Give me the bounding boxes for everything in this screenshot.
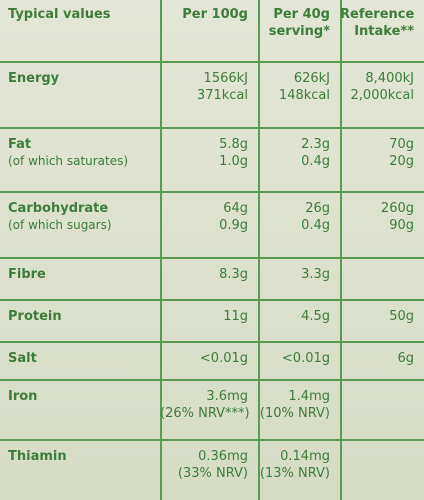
value-cell: 626kJ 148kcal [258, 70, 340, 104]
header-text: Reference [340, 7, 415, 22]
value-cell: 2.3g 0.4g [258, 136, 340, 170]
value-text: 0.4g [301, 154, 330, 169]
row-label: Carbohydrate (of which sugars) [0, 200, 160, 234]
value-cell: <0.01g [160, 350, 258, 367]
header-cell: Reference Intake** [340, 6, 424, 40]
value-cell: 0.14mg (13% NRV) [258, 448, 340, 482]
value-cell: 8.3g [160, 266, 258, 283]
value-text: (10% NRV) [259, 406, 330, 421]
header-text: serving* [268, 24, 330, 39]
value-text: 4.5g [301, 309, 330, 324]
nutrient-name: Fat [8, 137, 32, 152]
value-text: 1.0g [219, 154, 248, 169]
value-text: 2,000kcal [350, 88, 414, 103]
nutrient-name: Carbohydrate [8, 201, 109, 216]
row-divider [0, 61, 424, 63]
header-text: Typical values [8, 7, 111, 22]
value-text: 26g [305, 201, 330, 216]
value-cell: 70g 20g [340, 136, 424, 170]
value-text: (26% NRV***) [160, 406, 250, 421]
value-text: <0.01g [199, 351, 248, 366]
nutrient-subname: (of which saturates) [8, 154, 129, 168]
column-divider [340, 0, 342, 500]
value-text: 8.3g [219, 267, 248, 282]
row-divider [0, 379, 424, 381]
value-cell: 260g 90g [340, 200, 424, 234]
row-divider [0, 191, 424, 193]
row-divider [0, 341, 424, 343]
value-text: 8,400kJ [365, 71, 414, 86]
nutrient-subname: (of which sugars) [8, 218, 112, 232]
nutrient-name: Energy [8, 71, 60, 86]
value-text: 5.8g [219, 137, 248, 152]
nutrient-name: Fibre [8, 267, 46, 282]
nutrient-name: Salt [8, 351, 37, 366]
value-text: 0.36mg [198, 449, 248, 464]
row-divider [0, 299, 424, 301]
value-text: 20g [389, 154, 414, 169]
value-cell: 1.4mg (10% NRV) [258, 388, 340, 422]
value-cell: 50g [340, 308, 424, 325]
row-label: Iron [0, 388, 160, 405]
column-divider [258, 0, 260, 500]
row-label: Salt [0, 350, 160, 367]
header-text: Per 100g [182, 7, 248, 22]
value-text: 64g [223, 201, 248, 216]
header-cell: Per 100g [160, 6, 258, 23]
value-text: 3.3g [301, 267, 330, 282]
value-text: 2.3g [301, 137, 330, 152]
value-text: 371kcal [196, 88, 248, 103]
value-cell: 3.6mg (26% NRV***) [160, 388, 258, 422]
row-divider [0, 439, 424, 441]
value-cell: 4.5g [258, 308, 340, 325]
nutrient-name: Thiamin [8, 449, 67, 464]
column-divider [160, 0, 162, 500]
row-divider [0, 257, 424, 259]
value-cell: <0.01g [258, 350, 340, 367]
header-text: Intake** [354, 24, 414, 39]
value-text: 50g [389, 309, 414, 324]
row-label: Fibre [0, 266, 160, 283]
value-text: (13% NRV) [259, 466, 330, 481]
value-text: 3.6mg [206, 389, 248, 404]
header-cell: Typical values [0, 6, 160, 23]
nutrient-name: Protein [8, 309, 62, 324]
value-text: 0.4g [301, 218, 330, 233]
value-text: 0.9g [219, 218, 248, 233]
value-cell: 64g 0.9g [160, 200, 258, 234]
row-label: Protein [0, 308, 160, 325]
value-text: 1566kJ [203, 71, 248, 86]
value-text: <0.01g [281, 351, 330, 366]
value-text: 1.4mg [288, 389, 330, 404]
value-cell: 5.8g 1.0g [160, 136, 258, 170]
row-label: Energy [0, 70, 160, 87]
value-cell: 26g 0.4g [258, 200, 340, 234]
row-divider [0, 127, 424, 129]
row-label: Thiamin [0, 448, 160, 465]
value-text: 260g [380, 201, 414, 216]
value-cell: 8,400kJ 2,000kcal [340, 70, 424, 104]
value-text: 11g [223, 309, 248, 324]
value-text: (33% NRV) [177, 466, 248, 481]
value-cell: 11g [160, 308, 258, 325]
value-cell: 6g [340, 350, 424, 367]
value-text: 90g [389, 218, 414, 233]
value-cell: 3.3g [258, 266, 340, 283]
header-text: Per 40g [273, 7, 330, 22]
value-text: 0.14mg [280, 449, 330, 464]
row-label: Fat (of which saturates) [0, 136, 160, 170]
header-cell: Per 40g serving* [258, 6, 340, 40]
value-text: 70g [389, 137, 414, 152]
value-text: 626kJ [293, 71, 330, 86]
value-text: 6g [397, 351, 414, 366]
value-cell: 1566kJ 371kcal [160, 70, 258, 104]
value-cell: 0.36mg (33% NRV) [160, 448, 258, 482]
value-text: 148kcal [278, 88, 330, 103]
nutrient-name: Iron [8, 389, 38, 404]
